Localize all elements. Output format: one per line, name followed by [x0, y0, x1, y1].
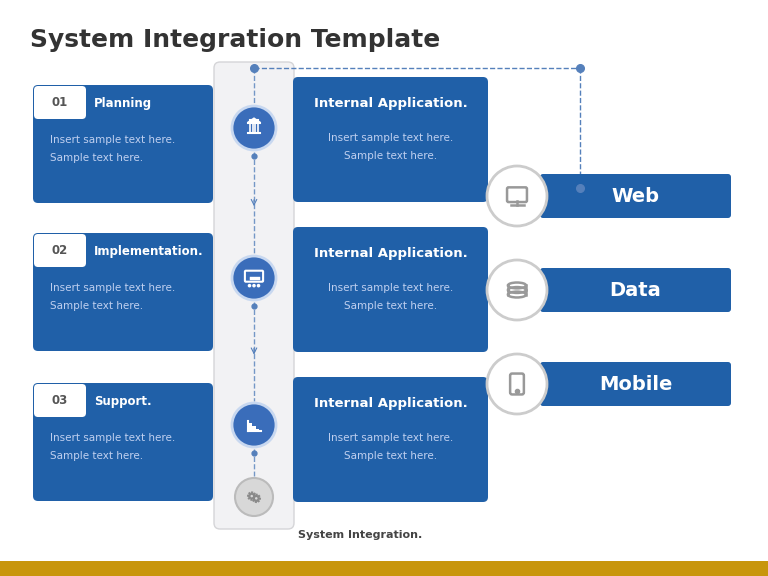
Text: Sample text here.: Sample text here. — [344, 451, 437, 461]
Bar — [250, 423, 253, 430]
Text: Planning: Planning — [94, 97, 152, 109]
FancyBboxPatch shape — [34, 86, 86, 119]
Text: Support.: Support. — [94, 395, 151, 407]
Circle shape — [232, 256, 276, 300]
FancyBboxPatch shape — [34, 384, 86, 417]
Polygon shape — [248, 118, 260, 123]
FancyBboxPatch shape — [214, 62, 294, 529]
Circle shape — [232, 403, 276, 447]
FancyBboxPatch shape — [540, 174, 731, 218]
Circle shape — [487, 260, 547, 320]
Circle shape — [257, 284, 260, 287]
Circle shape — [255, 497, 257, 499]
FancyBboxPatch shape — [293, 77, 488, 202]
Text: 01: 01 — [52, 96, 68, 109]
Text: Internal Application.: Internal Application. — [313, 97, 468, 111]
Text: 03: 03 — [52, 394, 68, 407]
FancyBboxPatch shape — [293, 227, 488, 352]
Polygon shape — [248, 492, 256, 500]
Text: System Integration.: System Integration. — [298, 530, 422, 540]
Text: Sample text here.: Sample text here. — [50, 301, 143, 311]
Circle shape — [248, 284, 251, 287]
Text: 02: 02 — [52, 244, 68, 257]
Text: Sample text here.: Sample text here. — [50, 451, 143, 461]
Text: Insert sample text here.: Insert sample text here. — [328, 433, 453, 443]
Circle shape — [232, 106, 276, 150]
Text: Insert sample text here.: Insert sample text here. — [328, 283, 453, 293]
Text: Sample text here.: Sample text here. — [344, 151, 437, 161]
FancyBboxPatch shape — [540, 268, 731, 312]
Text: Insert sample text here.: Insert sample text here. — [328, 133, 453, 143]
Circle shape — [487, 166, 547, 226]
Text: Insert sample text here.: Insert sample text here. — [50, 433, 175, 443]
Text: Implementation.: Implementation. — [94, 244, 204, 257]
FancyBboxPatch shape — [33, 383, 213, 501]
Bar — [0, 561, 768, 576]
Circle shape — [487, 354, 547, 414]
Bar — [253, 426, 256, 430]
Text: Internal Application.: Internal Application. — [313, 248, 468, 260]
FancyBboxPatch shape — [540, 362, 731, 406]
Text: Internal Application.: Internal Application. — [313, 397, 468, 411]
Text: Data: Data — [610, 281, 661, 300]
Text: Insert sample text here.: Insert sample text here. — [50, 135, 175, 145]
Circle shape — [235, 478, 273, 516]
Text: Sample text here.: Sample text here. — [344, 301, 437, 311]
FancyBboxPatch shape — [33, 233, 213, 351]
Text: Insert sample text here.: Insert sample text here. — [50, 283, 175, 293]
Circle shape — [252, 284, 256, 287]
Text: Sample text here.: Sample text here. — [50, 153, 143, 163]
Text: Mobile: Mobile — [599, 374, 672, 393]
FancyBboxPatch shape — [34, 234, 86, 267]
Text: System Integration Template: System Integration Template — [30, 28, 440, 52]
FancyBboxPatch shape — [33, 85, 213, 203]
Polygon shape — [252, 494, 260, 502]
Bar — [256, 429, 259, 430]
Circle shape — [250, 495, 253, 497]
FancyBboxPatch shape — [293, 377, 488, 502]
Text: Web: Web — [611, 187, 660, 206]
